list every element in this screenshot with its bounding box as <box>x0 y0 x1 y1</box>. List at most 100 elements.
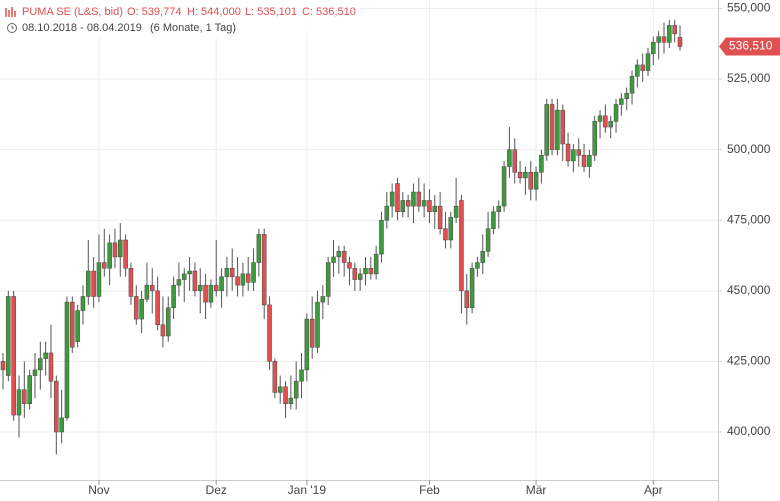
candle-body <box>59 417 64 433</box>
candle-body <box>517 171 523 179</box>
candle-body <box>592 121 597 156</box>
candle-body <box>501 166 507 207</box>
candle-body <box>443 228 448 241</box>
candle-body <box>283 386 288 405</box>
candle-body <box>533 171 539 190</box>
candle-body <box>587 155 592 167</box>
candle-body <box>6 296 11 376</box>
candle-body <box>480 251 486 263</box>
header: PUMA SE (L&S, bid) O: 539,774 H: 544,000… <box>0 0 360 38</box>
x-tick-label: Feb <box>419 483 440 497</box>
clock-icon <box>7 23 17 33</box>
candle-body <box>389 191 395 207</box>
candle-body <box>38 358 43 371</box>
candle-body <box>86 270 91 297</box>
header-period: (6 Monate, 1 Tag) <box>150 22 236 34</box>
candle-body <box>107 242 112 269</box>
candle-body <box>677 37 683 47</box>
candle-body <box>651 42 656 54</box>
candle-body <box>363 267 368 275</box>
candle-body <box>128 267 134 297</box>
candle-body <box>400 200 406 213</box>
header-high: H: 544,000 <box>187 6 241 18</box>
candle-body <box>229 267 235 277</box>
candle-body <box>304 318 310 371</box>
candle-body <box>219 276 224 292</box>
candle-body <box>475 262 480 269</box>
candle-body <box>603 115 608 128</box>
candle-body <box>134 296 139 320</box>
header-close: C: 536,510 <box>302 6 356 18</box>
candle-body <box>213 284 219 292</box>
candle-body <box>102 262 107 269</box>
candle-body <box>277 386 283 393</box>
candle-body <box>491 211 496 229</box>
candle-body <box>32 369 38 376</box>
candle-body <box>224 267 230 277</box>
candle-body <box>613 104 619 122</box>
y-tick-label: 425,000 <box>727 354 771 368</box>
x-tick-label: Apr <box>644 483 663 497</box>
candle-body <box>203 284 208 303</box>
candle-body <box>661 36 667 43</box>
last-price-tag <box>719 37 780 56</box>
candle-body <box>251 262 256 283</box>
candle-body <box>320 296 326 303</box>
candle-body <box>176 279 182 286</box>
candle-body <box>144 284 150 300</box>
header-range: 08.10.2018 - 08.04.2019 <box>22 22 142 34</box>
candle-body <box>75 310 80 342</box>
candle-body <box>245 273 251 283</box>
candle-body <box>235 276 240 286</box>
candle-body <box>459 200 464 292</box>
candle-body <box>123 239 128 269</box>
candle-body <box>208 284 214 303</box>
candle-body <box>496 205 502 213</box>
candle-body <box>427 200 432 213</box>
candle-body <box>256 234 262 263</box>
candle-body <box>315 301 320 348</box>
candle-body <box>54 380 59 433</box>
candle-body <box>91 270 96 297</box>
candle-body <box>539 155 544 173</box>
candle-body <box>555 109 560 150</box>
candle-body <box>341 251 347 263</box>
x-tick-label: Mär <box>526 483 547 497</box>
candle-body <box>448 217 454 241</box>
candle-body <box>192 270 198 292</box>
candle-body <box>565 143 571 162</box>
candle-body <box>560 109 565 145</box>
candle-body <box>118 239 123 258</box>
candle-body <box>155 290 160 325</box>
candle-body <box>96 262 102 297</box>
candle-body <box>576 149 581 156</box>
x-tick-label: Dez <box>206 483 227 497</box>
candle-body <box>485 228 491 252</box>
candle-body <box>645 53 651 71</box>
candle-body <box>160 324 166 337</box>
candle-body <box>22 389 27 405</box>
candle-body <box>357 273 363 280</box>
candle-body <box>373 253 379 275</box>
candle-body <box>571 149 576 162</box>
candle-body <box>512 149 517 173</box>
candle-body <box>528 171 533 190</box>
header-name: PUMA SE (L&S, bid) <box>22 6 123 18</box>
candle-body <box>261 234 267 306</box>
x-tick-label: Nov <box>88 483 109 497</box>
candle-body <box>667 25 672 43</box>
candle-body <box>395 183 400 213</box>
candle-body <box>544 104 549 156</box>
candle-body <box>150 284 155 292</box>
candle-body <box>619 98 624 105</box>
candle-body <box>453 205 459 218</box>
candle-body <box>368 267 374 275</box>
candle-body <box>624 92 629 100</box>
candle-body <box>288 397 294 405</box>
candle-body <box>240 273 246 286</box>
candle-body <box>64 301 70 419</box>
candle-body <box>299 369 304 382</box>
candle-body <box>331 256 336 263</box>
